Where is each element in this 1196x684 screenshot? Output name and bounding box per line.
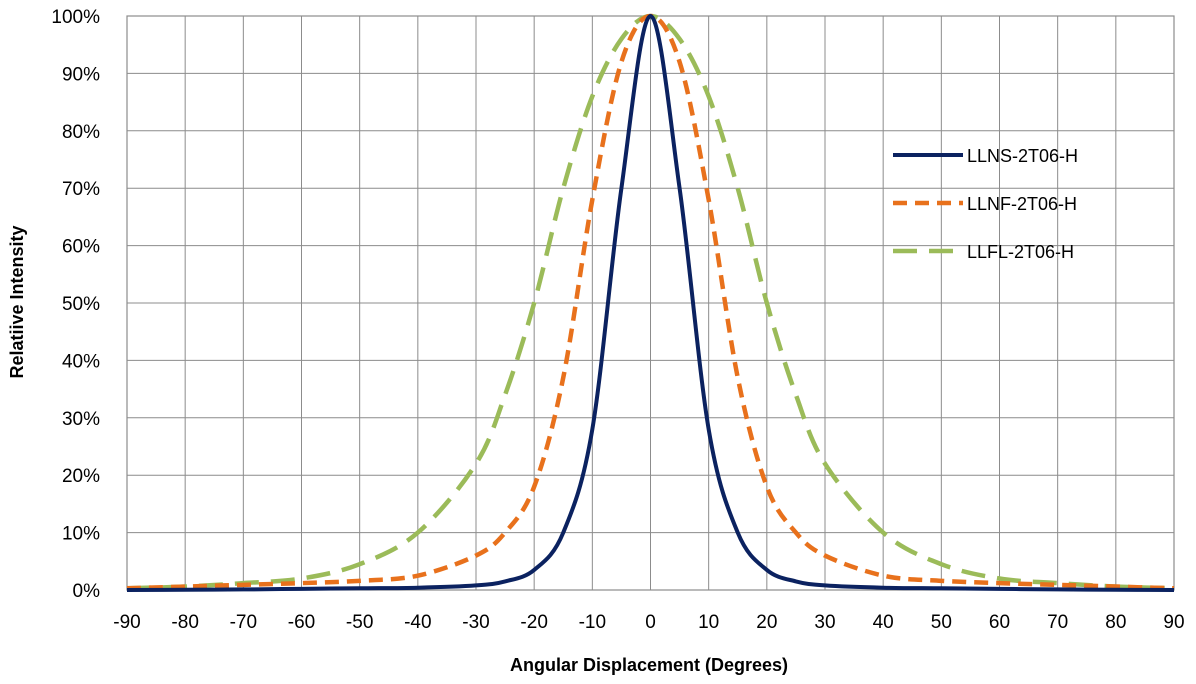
gridlines [126,15,1175,591]
legend-label: LLFL-2T06-H [967,242,1074,262]
x-tick-label: -30 [462,612,489,633]
x-tick-label: -20 [520,612,547,633]
x-tick-label: 0 [645,612,656,633]
x-tick-label: 60 [989,612,1010,633]
x-tick-label: 50 [931,612,952,633]
y-tick-label: 90% [62,64,100,85]
x-tick-label: 30 [814,612,835,633]
y-tick-label: 60% [62,237,100,258]
x-tick-label: 10 [698,612,719,633]
y-tick-label: 30% [62,409,100,430]
x-tick-label: -60 [288,612,315,633]
legend-label: LLNF-2T06-H [967,194,1077,214]
y-tick-label: 50% [62,294,100,315]
y-tick-label: 100% [51,7,100,28]
tick-labels: -90 -80 -70 -60 -50 -40 -30 -20 -10 0 10 20 30 40 50 60… [51,7,1184,633]
x-tick-label: -50 [346,612,373,633]
x-tick-label: -90 [113,612,140,633]
x-tick-label: 90 [1163,612,1184,633]
x-tick-label: 70 [1047,612,1068,633]
x-tick-label: -70 [230,612,257,633]
x-tick-label: -40 [404,612,431,633]
y-tick-label: 80% [62,122,100,143]
x-tick-label: 80 [1105,612,1126,633]
y-tick-label: 20% [62,466,100,487]
y-tick-label: 10% [62,524,100,545]
series-lines [126,13,1175,592]
y-axis-title: Relatiive Intensity [7,225,27,378]
x-tick-label: 40 [873,612,894,633]
legend-label: LLNS-2T06-H [967,146,1078,166]
x-tick-label: -80 [171,612,198,633]
x-tick-label: -10 [579,612,606,633]
x-tick-label: 20 [756,612,777,633]
x-axis-title: Angular Displacement (Degrees) [510,655,788,675]
y-tick-label: 0% [73,581,101,602]
legend: LLNS-2T06-H LLNF-2T06-H LLFL-2T06-H [893,146,1078,262]
y-tick-label: 40% [62,351,100,372]
series-line-LLNS-2T06-H [126,14,1175,592]
y-tick-label: 70% [62,179,100,200]
